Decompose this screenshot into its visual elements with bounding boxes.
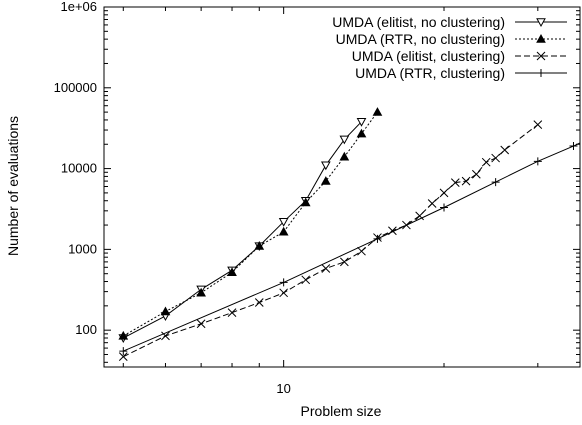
legend-label: UMDA (RTR, clustering) [355, 65, 505, 81]
data-point [569, 142, 578, 151]
data-point [471, 169, 481, 179]
series-4 [119, 142, 580, 356]
series-line [123, 142, 580, 352]
x-tick-label: 10 [276, 381, 290, 396]
data-point [372, 107, 383, 116]
data-point [415, 211, 424, 221]
data-point [339, 257, 349, 267]
data-point [227, 267, 237, 277]
y-tick-label: 100000 [54, 80, 97, 95]
data-point [118, 352, 128, 362]
legend-label: UMDA (elitist, no clustering) [332, 14, 505, 30]
data-point [339, 151, 350, 161]
data-point [356, 128, 367, 138]
data-point [491, 153, 500, 163]
series-layer [118, 107, 580, 362]
plot-area [103, 6, 581, 368]
data-point [536, 33, 546, 43]
data-point [536, 51, 546, 61]
data-point [533, 120, 543, 129]
data-point [254, 240, 265, 250]
data-point [320, 176, 331, 185]
data-point [278, 226, 289, 236]
y-axis-label: Number of evaluations [5, 116, 21, 256]
ticks-layer: 100 1000 10000 100000 1e+06 10 [54, 0, 580, 396]
y-tick-label: 10000 [61, 161, 97, 176]
y-tick-label: 1e+06 [60, 0, 97, 14]
data-point [450, 178, 460, 187]
data-point [339, 135, 350, 145]
data-point [537, 69, 545, 77]
data-point [440, 203, 449, 212]
data-point [254, 298, 264, 307]
data-point [279, 278, 288, 287]
data-point [357, 246, 366, 256]
data-point [301, 275, 311, 285]
data-point [196, 319, 206, 329]
data-point [227, 308, 237, 317]
legend-label: UMDA (RTR, no clustering) [336, 31, 505, 47]
data-point [439, 188, 449, 198]
plot-frame [103, 6, 581, 368]
data-point [119, 347, 128, 356]
data-point [278, 218, 289, 227]
series-3 [118, 120, 543, 362]
data-point [160, 306, 171, 316]
data-point [196, 287, 206, 297]
x-axis-label: Problem size [301, 403, 382, 419]
data-point [500, 145, 510, 155]
data-point [427, 199, 437, 208]
y-tick-label: 100 [75, 322, 97, 337]
data-point [461, 176, 471, 186]
series-2 [118, 107, 383, 340]
data-point [373, 234, 382, 243]
data-point [320, 161, 331, 171]
data-point [481, 157, 491, 167]
data-point [118, 330, 129, 340]
legend: UMDA (elitist, no clustering)UMDA (RTR, … [332, 14, 567, 81]
data-point [533, 157, 542, 166]
data-point [536, 18, 546, 28]
data-point [161, 331, 170, 341]
y-tick-label: 1000 [68, 241, 97, 256]
legend-label: UMDA (elitist, clustering) [352, 48, 505, 64]
data-point [491, 178, 500, 187]
data-point [356, 118, 367, 127]
data-point [321, 264, 331, 273]
data-point [279, 288, 289, 298]
data-point [300, 197, 311, 207]
series-line [123, 121, 362, 339]
